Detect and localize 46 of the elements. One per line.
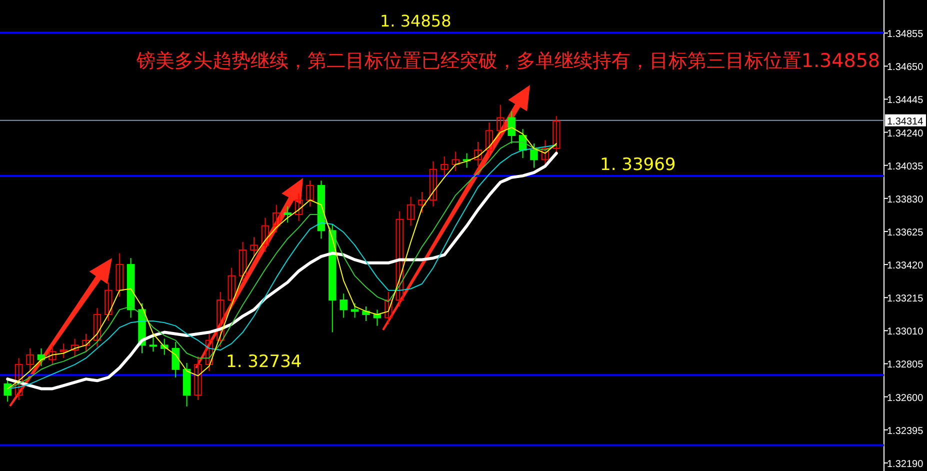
candlestick — [149, 336, 158, 352]
y-tick-label: 1.34855 — [887, 29, 924, 40]
y-tick-label: 1.32190 — [887, 458, 924, 470]
candlestick — [261, 217, 270, 252]
candlestick — [350, 302, 359, 318]
ref-line-label: 1. 33969 — [600, 154, 676, 175]
candlestick — [14, 358, 23, 401]
candlestick — [340, 293, 348, 318]
y-tick-label: 1.33830 — [887, 194, 924, 206]
y-tick-label: 1.34240 — [887, 128, 924, 140]
candlestick — [116, 252, 124, 298]
candlestick — [26, 348, 34, 372]
y-tick-label: 1.33625 — [887, 227, 924, 238]
candlestick — [228, 267, 236, 307]
candlestick — [70, 338, 79, 357]
y-tick-label: 1.33215 — [887, 294, 924, 305]
y-tick-label: 1.32600 — [887, 392, 924, 404]
candlestick — [250, 236, 258, 257]
y-tick-label: 1.33420 — [887, 260, 924, 272]
ref-line-label: 1.34314 — [887, 116, 924, 128]
ref-line-label: 1. 32734 — [226, 352, 302, 372]
candlestick — [294, 193, 303, 222]
candlestick — [82, 333, 90, 352]
y-tick-label: 1.34650 — [887, 62, 924, 74]
candlestick — [48, 344, 56, 366]
text: 镑美多头趋势继续，第二目标位置已经突破，多单继续持有，目标第三目标位置1.34858 — [135, 50, 880, 72]
candlestick — [194, 356, 202, 401]
candlestick — [104, 282, 112, 322]
candlestick — [172, 341, 180, 378]
candlestick — [541, 140, 550, 167]
candlestick — [205, 333, 214, 372]
candlestick — [530, 143, 538, 168]
y-tick-label: 1.32395 — [887, 426, 924, 437]
candlestick — [272, 204, 280, 233]
candlestick — [373, 309, 382, 326]
candlestick — [93, 308, 102, 348]
candlestick — [306, 180, 314, 207]
candlestick — [216, 291, 224, 348]
y-tick-label: 1.33010 — [887, 326, 924, 338]
candlestick — [60, 343, 68, 359]
candlestick — [238, 241, 247, 283]
y-tick-label: 1.34445 — [887, 95, 924, 106]
candlestick — [284, 206, 292, 224]
y-tick-label: 1.32805 — [887, 360, 924, 371]
y-tick-label: 1.34035 — [887, 161, 924, 172]
ref-line-label: 1. 34858 — [380, 12, 452, 31]
